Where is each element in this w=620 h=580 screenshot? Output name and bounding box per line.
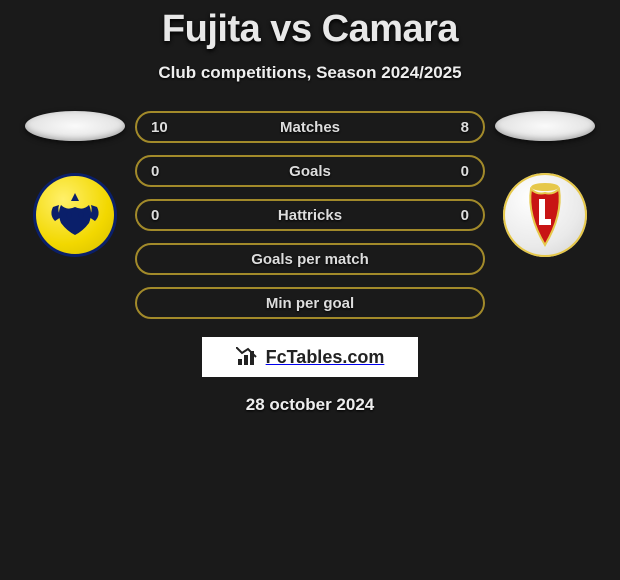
right-player-avatar — [495, 111, 595, 141]
stat-label: Matches — [175, 119, 445, 136]
stat-right-value: 8 — [445, 119, 469, 136]
stat-right-value: 0 — [445, 163, 469, 180]
page-title: Fujita vs Camara — [0, 0, 620, 51]
right-team-badge — [503, 173, 587, 257]
bar-chart-icon — [236, 347, 260, 367]
date-text: 28 october 2024 — [246, 395, 375, 415]
stat-row: 10 Matches 8 — [135, 111, 485, 143]
subtitle: Club competitions, Season 2024/2025 — [0, 63, 620, 83]
stats-list: 10 Matches 8 0 Goals 0 0 Hattricks 0 Goa… — [135, 111, 485, 319]
left-team-badge — [33, 173, 117, 257]
left-player-column — [15, 111, 135, 257]
footer: FcTables.com 28 october 2024 — [0, 337, 620, 415]
stat-label: Goals — [175, 163, 445, 180]
stat-label: Goals per match — [175, 251, 445, 268]
stat-left-value: 10 — [151, 119, 175, 136]
stat-left-value: 0 — [151, 163, 175, 180]
stat-right-value: 0 — [445, 207, 469, 224]
stat-row: Goals per match — [135, 243, 485, 275]
stat-row: 0 Goals 0 — [135, 155, 485, 187]
brand-text: FcTables.com — [266, 347, 385, 368]
stat-left-value: 0 — [151, 207, 175, 224]
stat-row: Min per goal — [135, 287, 485, 319]
stat-row: 0 Hattricks 0 — [135, 199, 485, 231]
eagle-crest-icon — [47, 187, 103, 243]
standard-crest-icon — [517, 181, 573, 249]
stat-label: Min per goal — [175, 295, 445, 312]
left-player-avatar — [25, 111, 125, 141]
right-player-column — [485, 111, 605, 257]
stat-label: Hattricks — [175, 207, 445, 224]
comparison-panel: 10 Matches 8 0 Goals 0 0 Hattricks 0 Goa… — [0, 111, 620, 319]
brand-link[interactable]: FcTables.com — [202, 337, 418, 377]
